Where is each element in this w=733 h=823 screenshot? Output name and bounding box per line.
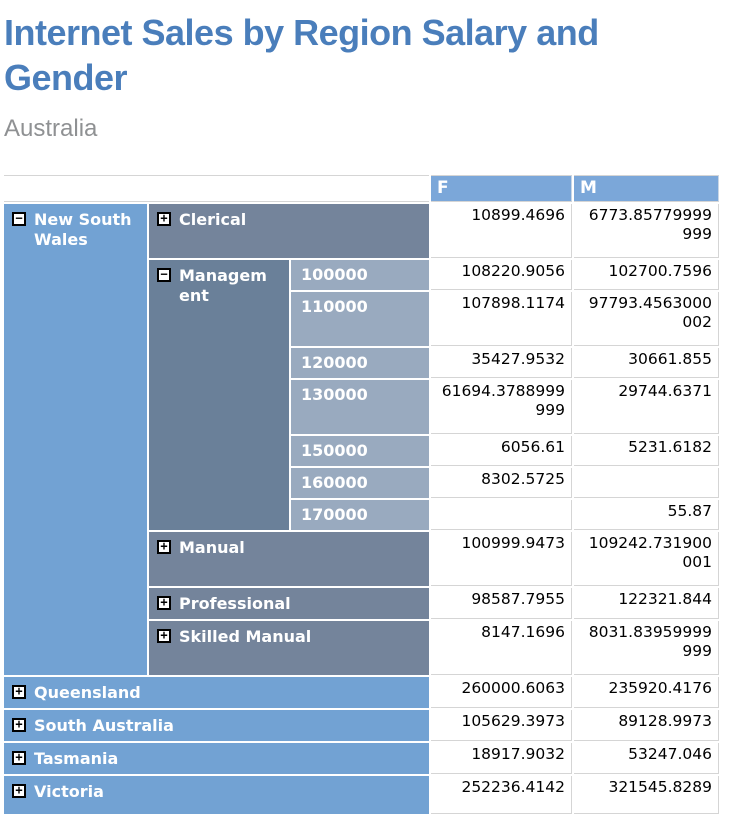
row-header-110000: 110000 (291, 291, 429, 346)
salary-label: 160000 (301, 472, 368, 492)
row-header-queensland: + Queensland (4, 676, 429, 708)
expand-icon[interactable]: + (157, 211, 171, 226)
cell-professional-f: 98587.7955 (431, 587, 572, 619)
table-row: + Professional 98587.7955 122321.844 (4, 587, 719, 619)
occupation-label: Skilled Manual (179, 626, 312, 646)
cell-100000-f: 108220.9056 (431, 259, 572, 290)
page-subtitle: Australia (4, 114, 98, 142)
region-label: South Australia (34, 715, 174, 735)
row-header-160000: 160000 (291, 467, 429, 498)
salary-label: 110000 (301, 296, 368, 316)
row-header-130000: 130000 (291, 379, 429, 434)
expand-icon[interactable]: + (12, 717, 26, 732)
salary-label: 130000 (301, 384, 368, 404)
cell-professional-m: 122321.844 (574, 587, 719, 619)
page-title: Internet Sales by Region Salary and Gend… (4, 12, 599, 99)
table-row: + Manual 100999.9473 109242.731900001 (4, 531, 719, 586)
region-label: Queensland (34, 682, 141, 702)
cell-110000-m: 97793.4563000002 (574, 291, 719, 346)
cell-manual-f: 100999.9473 (431, 531, 572, 586)
column-header-row: F M (4, 174, 719, 202)
cell-queensland-f: 260000.6063 (431, 676, 572, 708)
expand-icon[interactable]: + (12, 783, 26, 798)
row-header-tasmania: + Tasmania (4, 742, 429, 774)
cell-clerical-m: 6773.85779999999 (574, 203, 719, 258)
cell-manual-m: 109242.731900001 (574, 531, 719, 586)
row-header-south-australia: + South Australia (4, 709, 429, 741)
salary-label: 150000 (301, 440, 368, 460)
collapse-icon[interactable]: − (157, 267, 171, 282)
cell-160000-f: 8302.5725 (431, 467, 572, 498)
expand-icon[interactable]: + (12, 750, 26, 765)
occupation-label: Professional (179, 593, 291, 613)
table-row: 120000 35427.9532 30661.855 (4, 347, 719, 378)
cell-150000-f: 6056.61 (431, 435, 572, 466)
column-header-m: M (574, 174, 719, 202)
table-row: 150000 6056.61 5231.6182 (4, 435, 719, 466)
cell-skilled-manual-f: 8147.1696 (431, 620, 572, 675)
salary-label: 120000 (301, 352, 368, 372)
table-row: − New South Wales + Clerical 10899.4696 … (4, 203, 719, 675)
cell-south-australia-f: 105629.3973 (431, 709, 572, 741)
row-header-new-south-wales: − New South Wales (4, 203, 147, 675)
salary-label: 100000 (301, 264, 368, 284)
cell-170000-m: 55.87 (574, 499, 719, 530)
occupation-label: Clerical (179, 209, 247, 229)
cell-skilled-manual-m: 8031.83959999999 (574, 620, 719, 675)
table-row: + Skilled Manual 8147.1696 8031.83959999… (4, 620, 719, 675)
table-row: 160000 8302.5725 (4, 467, 719, 498)
cell-120000-f: 35427.9532 (431, 347, 572, 378)
row-header-manual: + Manual (149, 531, 429, 586)
cell-170000-f (431, 499, 572, 530)
cell-130000-m: 29744.6371 (574, 379, 719, 434)
matrix-corner (4, 174, 429, 202)
table-row: + Queensland 260000.6063 235920.4176 (4, 676, 719, 708)
salary-label: 170000 (301, 504, 368, 524)
region-label: Victoria (34, 781, 104, 801)
expand-icon[interactable]: + (157, 628, 171, 643)
row-header-skilled-manual: + Skilled Manual (149, 620, 429, 675)
cell-clerical-f: 10899.4696 (431, 203, 572, 258)
row-header-management: − Management (149, 259, 289, 530)
cell-tasmania-f: 18917.9032 (431, 742, 572, 774)
collapse-icon[interactable]: − (12, 211, 26, 226)
cell-120000-m: 30661.855 (574, 347, 719, 378)
cell-150000-m: 5231.6182 (574, 435, 719, 466)
cell-130000-f: 61694.3788999999 (431, 379, 572, 434)
table-row: 170000 55.87 (4, 499, 719, 530)
cell-tasmania-m: 53247.046 (574, 742, 719, 774)
table-row: 110000 107898.1174 97793.4563000002 (4, 291, 719, 346)
table-row: + South Australia 105629.3973 89128.9973 (4, 709, 719, 741)
row-header-professional: + Professional (149, 587, 429, 619)
region-label: Tasmania (34, 748, 119, 768)
expand-icon[interactable]: + (157, 595, 171, 610)
row-header-clerical: + Clerical (149, 203, 429, 258)
row-header-150000: 150000 (291, 435, 429, 466)
occupation-label: Management (179, 265, 267, 305)
table-row: + Tasmania 18917.9032 53247.046 (4, 742, 719, 774)
expand-icon[interactable]: + (157, 539, 171, 554)
row-header-120000: 120000 (291, 347, 429, 378)
expand-icon[interactable]: + (12, 684, 26, 699)
cell-south-australia-m: 89128.9973 (574, 709, 719, 741)
row-header-100000: 100000 (291, 259, 429, 290)
column-header-f: F (431, 174, 572, 202)
cell-110000-f: 107898.1174 (431, 291, 572, 346)
sales-matrix: F M − New South Wales + Clerical 10899.4… (2, 173, 721, 816)
table-row: − Management 100000 108220.9056 102700.7… (4, 259, 719, 530)
region-label: New South Wales (34, 209, 132, 249)
table-row: + Victoria 252236.4142 321545.8289 (4, 775, 719, 814)
cell-victoria-m: 321545.8289 (574, 775, 719, 814)
cell-160000-m (574, 467, 719, 498)
table-row: 130000 61694.3788999999 29744.6371 (4, 379, 719, 434)
row-header-170000: 170000 (291, 499, 429, 530)
row-header-victoria: + Victoria (4, 775, 429, 814)
cell-victoria-f: 252236.4142 (431, 775, 572, 814)
cell-100000-m: 102700.7596 (574, 259, 719, 290)
occupation-label: Manual (179, 537, 245, 557)
cell-queensland-m: 235920.4176 (574, 676, 719, 708)
